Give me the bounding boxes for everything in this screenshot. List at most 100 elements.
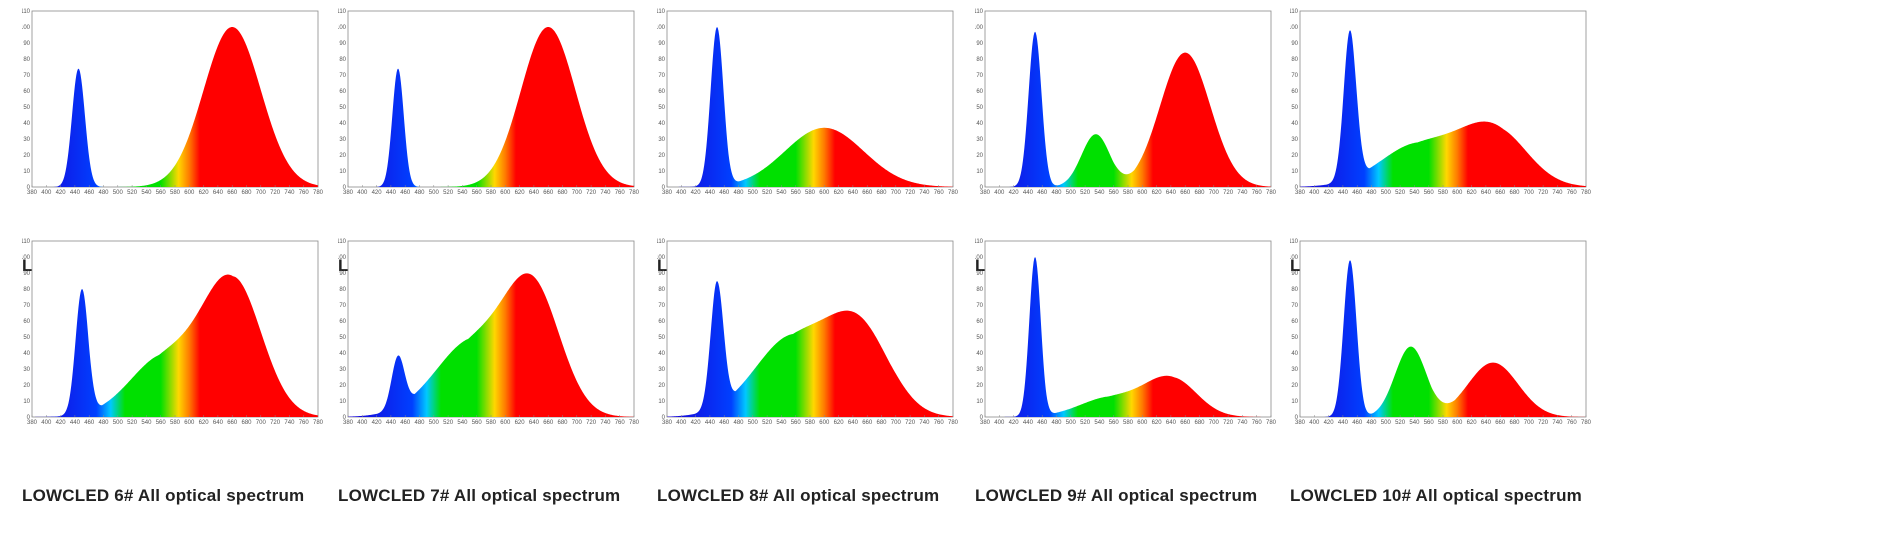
y-tick-label: 110: [1290, 9, 1299, 15]
x-tick-label: 720: [1538, 420, 1549, 426]
y-tick-label: 70: [658, 73, 665, 79]
y-tick-label: 20: [658, 153, 665, 159]
x-tick-label: 760: [1252, 420, 1263, 426]
y-tick-label: 60: [339, 89, 346, 95]
x-tick-label: 680: [241, 420, 252, 426]
spectrum-chart: 380 400 420 440 460 480 500 520 540 560 580 600 620 6…: [338, 9, 640, 196]
x-tick-label: 500: [748, 420, 759, 426]
x-tick-label: 600: [1452, 420, 1463, 426]
y-tick-label: 0: [1295, 415, 1299, 421]
x-tick-label: 640: [213, 420, 224, 426]
x-tick-label: 700: [256, 190, 267, 196]
spectrum-area: [1300, 30, 1586, 188]
x-tick-label: 580: [1123, 420, 1134, 426]
y-tick-label: 60: [658, 319, 665, 325]
y-tick-label: 90: [1291, 41, 1298, 47]
x-tick-label: 740: [919, 420, 930, 426]
x-tick-label: 780: [948, 420, 959, 426]
y-tick-label: 110: [975, 9, 984, 15]
x-tick-label: 640: [848, 190, 859, 196]
y-tick-label: 30: [1291, 137, 1298, 143]
y-tick-label: 40: [23, 351, 30, 357]
spectrum-area: [985, 31, 1271, 187]
y-tick-label: 70: [658, 303, 665, 309]
x-tick-label: 500: [113, 190, 124, 196]
y-tick-label: 40: [23, 121, 30, 127]
x-tick-label: 740: [600, 190, 611, 196]
y-tick-label: 100: [1290, 255, 1299, 261]
x-tick-label: 680: [241, 190, 252, 196]
x-tick-label: 560: [156, 420, 167, 426]
x-tick-label: 540: [457, 190, 468, 196]
x-tick-label: 720: [1223, 190, 1234, 196]
x-tick-label: 560: [1109, 420, 1120, 426]
x-tick-label: 440: [705, 420, 716, 426]
x-tick-label: 740: [919, 190, 930, 196]
y-tick-label: 70: [976, 303, 983, 309]
x-tick-label: 380: [1295, 420, 1306, 426]
caption-label: 10# All optical spectrum: [1377, 486, 1583, 505]
x-tick-label: 540: [1409, 420, 1420, 426]
y-tick-label: 20: [976, 383, 983, 389]
x-tick-label: 780: [313, 420, 324, 426]
y-tick-label: 80: [976, 57, 983, 63]
spectrum-area: [32, 274, 318, 417]
x-tick-label: 500: [1381, 190, 1392, 196]
x-tick-label: 780: [1581, 420, 1592, 426]
spectrum-panel-1: 380 400 420 440 460 480 500 520 540 560 580 600 620 6…: [22, 8, 362, 275]
y-tick-label: 80: [1291, 287, 1298, 293]
spectrum-panel-7: 380 400 420 440 460 480 500 520 540 560 580 600 620 6…: [338, 238, 678, 505]
y-tick-label: 30: [23, 367, 30, 373]
spectrum-panel-5: 380 400 420 440 460 480 500 520 540 560 580 600 620 6…: [1290, 8, 1630, 275]
y-tick-label: 110: [22, 239, 31, 245]
x-tick-label: 420: [372, 190, 383, 196]
x-tick-label: 700: [256, 420, 267, 426]
y-tick-label: 10: [1291, 169, 1298, 175]
x-tick-label: 580: [1438, 190, 1449, 196]
x-tick-label: 620: [199, 420, 210, 426]
x-tick-label: 640: [1481, 420, 1492, 426]
x-tick-label: 440: [1023, 420, 1034, 426]
x-tick-label: 680: [1194, 190, 1205, 196]
x-tick-label: 480: [1366, 420, 1377, 426]
x-tick-label: 500: [1381, 420, 1392, 426]
y-tick-label: 40: [1291, 121, 1298, 127]
x-tick-label: 780: [1266, 190, 1277, 196]
y-tick-label: 0: [1295, 185, 1299, 191]
y-tick-label: 0: [343, 185, 347, 191]
y-tick-label: 80: [339, 57, 346, 63]
y-tick-label: 30: [976, 367, 983, 373]
x-tick-label: 600: [819, 420, 830, 426]
y-tick-label: 40: [339, 351, 346, 357]
x-tick-label: 580: [170, 190, 181, 196]
caption-brand: LOWCLED: [657, 486, 745, 505]
spectrum-area: [32, 27, 318, 187]
x-tick-label: 520: [1395, 190, 1406, 196]
caption-brand: LOWCLED: [1290, 486, 1378, 505]
spectrum-panel-8: 380 400 420 440 460 480 500 520 540 560 580 600 620 6…: [657, 238, 997, 505]
y-tick-label: 0: [980, 185, 984, 191]
x-tick-label: 580: [805, 190, 816, 196]
x-tick-label: 460: [719, 190, 730, 196]
y-tick-label: 110: [657, 239, 666, 245]
x-tick-label: 540: [776, 420, 787, 426]
x-tick-label: 720: [905, 420, 916, 426]
x-tick-label: 620: [1152, 420, 1163, 426]
x-tick-label: 480: [98, 420, 109, 426]
x-tick-label: 460: [84, 190, 95, 196]
spectrum-chart: 380 400 420 440 460 480 500 520 540 560 580 600 620 6…: [975, 9, 1277, 196]
spectrum-chart: 380 400 420 440 460 480 500 520 540 560 580 600 620 6…: [657, 239, 959, 426]
x-tick-label: 380: [980, 190, 991, 196]
y-tick-label: 50: [976, 105, 983, 111]
x-tick-label: 760: [934, 420, 945, 426]
y-tick-label: 110: [22, 9, 31, 15]
x-tick-label: 520: [1080, 420, 1091, 426]
y-tick-label: 110: [1290, 239, 1299, 245]
spectrum-chart: 380 400 420 440 460 480 500 520 540 560 580 600 620 6…: [1290, 9, 1592, 196]
x-tick-label: 780: [1266, 420, 1277, 426]
y-tick-label: 90: [339, 271, 346, 277]
x-tick-label: 760: [615, 420, 626, 426]
y-tick-label: 50: [1291, 105, 1298, 111]
x-tick-label: 700: [572, 190, 583, 196]
